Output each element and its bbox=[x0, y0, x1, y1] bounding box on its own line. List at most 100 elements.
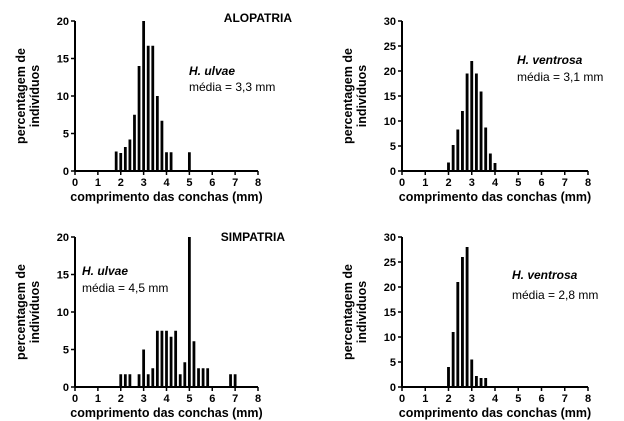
bar bbox=[155, 330, 159, 387]
bar bbox=[461, 257, 464, 387]
x-tick-label: 6 bbox=[209, 177, 215, 189]
y-tick-label: 5 bbox=[63, 129, 69, 141]
x-tick-label: 7 bbox=[562, 393, 568, 405]
bar bbox=[192, 341, 196, 387]
bar bbox=[165, 152, 168, 171]
bar bbox=[142, 21, 146, 171]
x-tick-label: 5 bbox=[186, 393, 192, 405]
bar bbox=[137, 66, 141, 171]
x-tick-label: 0 bbox=[72, 393, 78, 405]
x-tick-label: 8 bbox=[255, 393, 261, 405]
y-tick-label: 20 bbox=[57, 16, 69, 28]
y-axis-label-line: percentagem de bbox=[14, 264, 28, 360]
x-tick-label: 4 bbox=[492, 393, 499, 405]
bar bbox=[146, 374, 150, 387]
bar bbox=[484, 127, 488, 171]
y-tick-label: 0 bbox=[63, 166, 69, 178]
y-axis-label-line: indivíduos bbox=[28, 281, 42, 344]
bar bbox=[151, 368, 155, 387]
bar bbox=[174, 330, 178, 387]
bar bbox=[183, 362, 187, 387]
bar bbox=[114, 151, 118, 171]
bar bbox=[146, 45, 150, 171]
bar bbox=[187, 152, 191, 171]
y-axis-label: percentagem deindivíduos bbox=[14, 264, 42, 360]
y-tick-label: 15 bbox=[384, 91, 396, 103]
bar bbox=[123, 374, 127, 387]
bar bbox=[151, 45, 155, 171]
bar bbox=[493, 163, 497, 171]
bar bbox=[119, 374, 123, 387]
x-tick-label: 8 bbox=[255, 177, 261, 189]
bar bbox=[187, 237, 191, 387]
y-tick-label: 10 bbox=[384, 116, 396, 128]
bar bbox=[456, 282, 460, 387]
y-tick-label: 30 bbox=[384, 16, 396, 28]
y-tick-label: 25 bbox=[384, 257, 396, 269]
bar bbox=[461, 111, 464, 171]
x-tick-label: 4 bbox=[163, 393, 170, 405]
x-tick-label: 0 bbox=[72, 177, 78, 189]
y-axis-label-line: indivíduos bbox=[28, 65, 42, 128]
x-axis-label: comprimento das conchas (mm) bbox=[399, 406, 591, 420]
bar bbox=[165, 330, 168, 387]
x-tick-label: 5 bbox=[186, 177, 192, 189]
bar bbox=[465, 247, 469, 387]
y-axis-label-line: indivíduos bbox=[355, 65, 369, 128]
bar bbox=[465, 73, 469, 171]
x-tick-label: 4 bbox=[492, 177, 499, 189]
x-tick-label: 3 bbox=[141, 393, 147, 405]
x-tick-label: 2 bbox=[445, 177, 451, 189]
y-axis-label: percentagem deindivíduos bbox=[14, 48, 42, 144]
bar bbox=[470, 61, 474, 171]
y-tick-label: 15 bbox=[384, 307, 396, 319]
bar bbox=[206, 368, 210, 387]
x-tick-label: 1 bbox=[422, 393, 428, 405]
species-label: H. ulvae bbox=[189, 64, 235, 78]
x-tick-label: 7 bbox=[232, 177, 238, 189]
x-axis-label: comprimento das conchas (mm) bbox=[70, 406, 262, 420]
y-tick-label: 10 bbox=[57, 307, 69, 319]
y-tick-label: 0 bbox=[63, 382, 69, 394]
bar bbox=[178, 374, 182, 387]
bar bbox=[197, 368, 200, 387]
bar bbox=[123, 147, 127, 171]
bar bbox=[488, 153, 492, 171]
y-tick-label: 20 bbox=[384, 282, 396, 294]
bar bbox=[470, 359, 474, 387]
x-tick-label: 8 bbox=[585, 393, 591, 405]
bar bbox=[447, 162, 450, 171]
x-tick-label: 7 bbox=[232, 393, 238, 405]
y-tick-label: 5 bbox=[63, 345, 69, 357]
x-tick-label: 2 bbox=[118, 177, 124, 189]
bar bbox=[447, 367, 450, 387]
y-axis-label-line: indivíduos bbox=[355, 281, 369, 344]
x-tick-label: 2 bbox=[445, 393, 451, 405]
mean-label: média = 4,5 mm bbox=[82, 281, 168, 295]
y-tick-label: 10 bbox=[57, 91, 69, 103]
x-tick-label: 6 bbox=[209, 393, 215, 405]
species-label: H. ventrosa bbox=[517, 53, 583, 67]
y-tick-label: 5 bbox=[390, 357, 396, 369]
bar bbox=[479, 378, 483, 387]
x-tick-label: 7 bbox=[562, 177, 568, 189]
x-tick-label: 3 bbox=[469, 177, 475, 189]
x-tick-label: 4 bbox=[163, 177, 170, 189]
bar bbox=[169, 152, 173, 171]
y-axis-label: percentagem deindivíduos bbox=[341, 264, 369, 360]
y-tick-label: 10 bbox=[384, 332, 396, 344]
x-tick-label: 6 bbox=[538, 393, 544, 405]
bar bbox=[484, 378, 488, 387]
bar bbox=[474, 376, 478, 387]
y-tick-label: 5 bbox=[390, 141, 396, 153]
y-axis-label-line: percentagem de bbox=[341, 48, 355, 144]
bar bbox=[169, 336, 173, 387]
x-tick-label: 1 bbox=[95, 393, 101, 405]
bar bbox=[479, 91, 483, 171]
bar bbox=[160, 120, 164, 171]
x-tick-label: 6 bbox=[538, 177, 544, 189]
x-tick-label: 8 bbox=[585, 177, 591, 189]
